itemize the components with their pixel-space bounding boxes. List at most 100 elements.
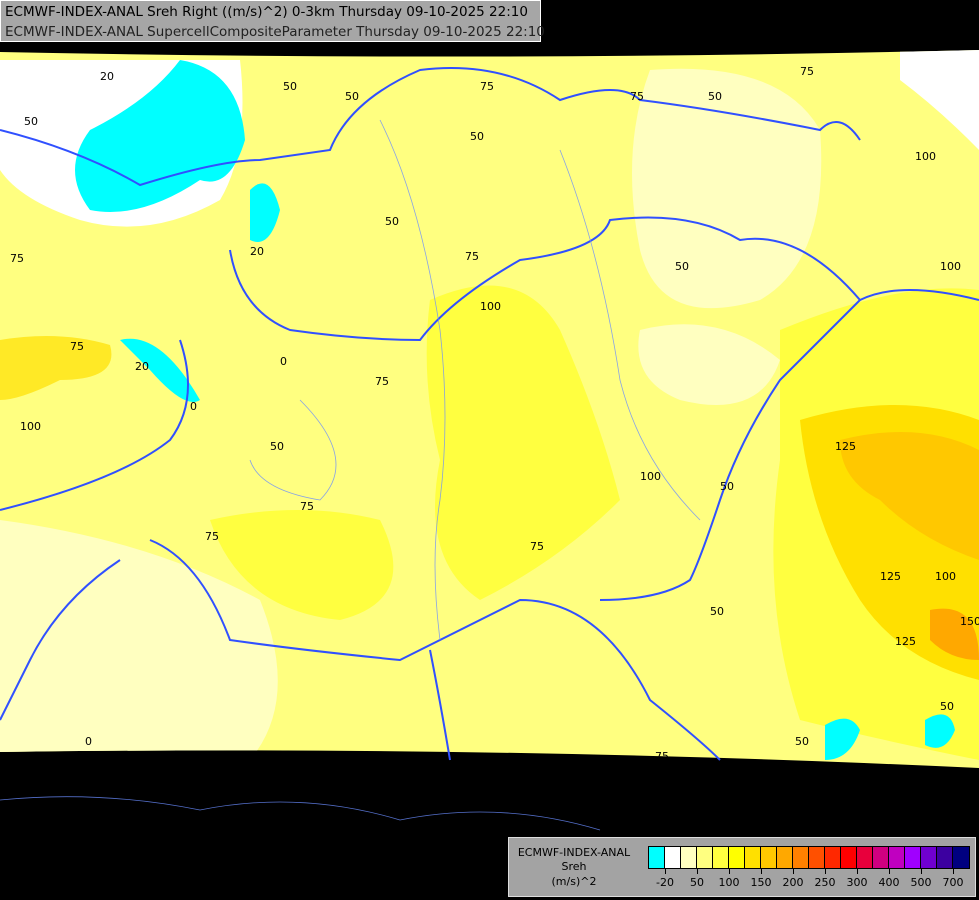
legend-tick-label: 300 (846, 876, 868, 889)
legend-variable: Sreh (561, 860, 587, 873)
field-low-north (632, 68, 822, 309)
legend-tick (729, 869, 730, 874)
contour-label: 20 (100, 70, 114, 83)
contour-label: 20 (135, 360, 149, 373)
contour-label: 75 (375, 375, 389, 388)
legend-swatch (889, 847, 905, 868)
legend-tick-label: 700 (942, 876, 964, 889)
legend-swatch (649, 847, 665, 868)
legend-swatches (648, 846, 970, 869)
map-title-sreh: ECMWF-INDEX-ANAL Sreh Right ((m/s)^2) 0-… (5, 4, 528, 20)
contour-labels: 20 50 50 75 50 75 50 100 75 50 20 50 75 100 100 75 20 0 75… (10, 65, 979, 763)
field-negative-small (250, 183, 280, 242)
legend-swatch (713, 847, 729, 868)
contour-label: 50 (345, 90, 359, 103)
contour-label: 50 (470, 130, 484, 143)
legend-swatch (857, 847, 873, 868)
field-negative-se (825, 718, 860, 760)
legend-tick-label: 150 (750, 876, 772, 889)
legend-swatch (777, 847, 793, 868)
legend-swatch (937, 847, 953, 868)
legend-tick (857, 869, 858, 874)
legend-tick (761, 869, 762, 874)
legend-swatch (665, 847, 681, 868)
legend-tick (665, 869, 666, 874)
legend-tick (953, 869, 954, 874)
contour-label: 100 (20, 420, 41, 433)
country-borders (0, 67, 979, 761)
contour-label: 100 (480, 300, 501, 313)
contour-label: 75 (70, 340, 84, 353)
contour-label: 125 (895, 635, 916, 648)
legend-tick (889, 869, 890, 874)
contour-label: 125 (880, 570, 901, 583)
legend-swatch (681, 847, 697, 868)
contour-label: 50 (720, 480, 734, 493)
contour-label: 125 (835, 440, 856, 453)
legend-swatch (953, 847, 969, 868)
map-domain (0, 50, 979, 768)
legend-tick-label: 100 (718, 876, 740, 889)
field-low-center (638, 324, 780, 405)
legend-tick-label: 500 (910, 876, 932, 889)
map-title-box: ECMWF-INDEX-ANAL Sreh Right ((m/s)^2) 0-… (0, 0, 545, 42)
legend-tick (825, 869, 826, 874)
contour-label: 100 (940, 260, 961, 273)
contour-label: 75 (630, 90, 644, 103)
contour-label: 50 (675, 260, 689, 273)
field-white-ne (900, 50, 979, 150)
contour-label: 75 (465, 250, 479, 263)
contour-label: 50 (710, 605, 724, 618)
field-negative-se2 (925, 714, 955, 748)
contour-label: 75 (205, 530, 219, 543)
legend-swatch (921, 847, 937, 868)
contour-label: 75 (655, 750, 669, 763)
field-150 (930, 608, 979, 660)
legend-swatch (761, 847, 777, 868)
contour-label: 50 (940, 700, 954, 713)
contour-label: 150 (960, 615, 979, 628)
contour-label: 0 (190, 400, 197, 413)
legend-swatch (793, 847, 809, 868)
legend-tick-label: 250 (814, 876, 836, 889)
legend-swatch (809, 847, 825, 868)
contour-label: 50 (270, 440, 284, 453)
legend-tick-label: 50 (690, 876, 704, 889)
legend-model: ECMWF-INDEX-ANAL (517, 846, 631, 859)
legend-tick (793, 869, 794, 874)
contour-label: 75 (530, 540, 544, 553)
contour-label: 75 (300, 500, 314, 513)
legend-swatch (825, 847, 841, 868)
contour-label: 50 (795, 735, 809, 748)
contour-label: 50 (708, 90, 722, 103)
contour-label: 50 (283, 80, 297, 93)
legend-swatch (873, 847, 889, 868)
rivers-regions (0, 119, 701, 831)
field-negative-w (120, 338, 200, 402)
legend-tick (697, 869, 698, 874)
field-75-w (0, 336, 112, 400)
color-legend: ECMWF-INDEX-ANAL Sreh (m/s)^2 -20 50 100 15… (508, 837, 976, 897)
legend-swatch (729, 847, 745, 868)
contour-label: 100 (640, 470, 661, 483)
legend-swatch (905, 847, 921, 868)
legend-tick (921, 869, 922, 874)
legend-tick-label: -20 (656, 876, 674, 889)
contour-label: 75 (800, 65, 814, 78)
field-75-100-west (210, 510, 394, 620)
legend-swatch (697, 847, 713, 868)
field-125-150 (840, 432, 979, 560)
contour-label: 75 (480, 80, 494, 93)
field-75-100-center (426, 285, 620, 600)
contour-label: 20 (250, 245, 264, 258)
contour-label: 50 (385, 215, 399, 228)
contour-label: 0 (280, 355, 287, 368)
contour-label: 100 (915, 150, 936, 163)
contour-label: 50 (24, 115, 38, 128)
contour-label: 100 (935, 570, 956, 583)
legend-tick-label: 400 (878, 876, 900, 889)
legend-swatch (841, 847, 857, 868)
contour-label: 75 (10, 252, 24, 265)
